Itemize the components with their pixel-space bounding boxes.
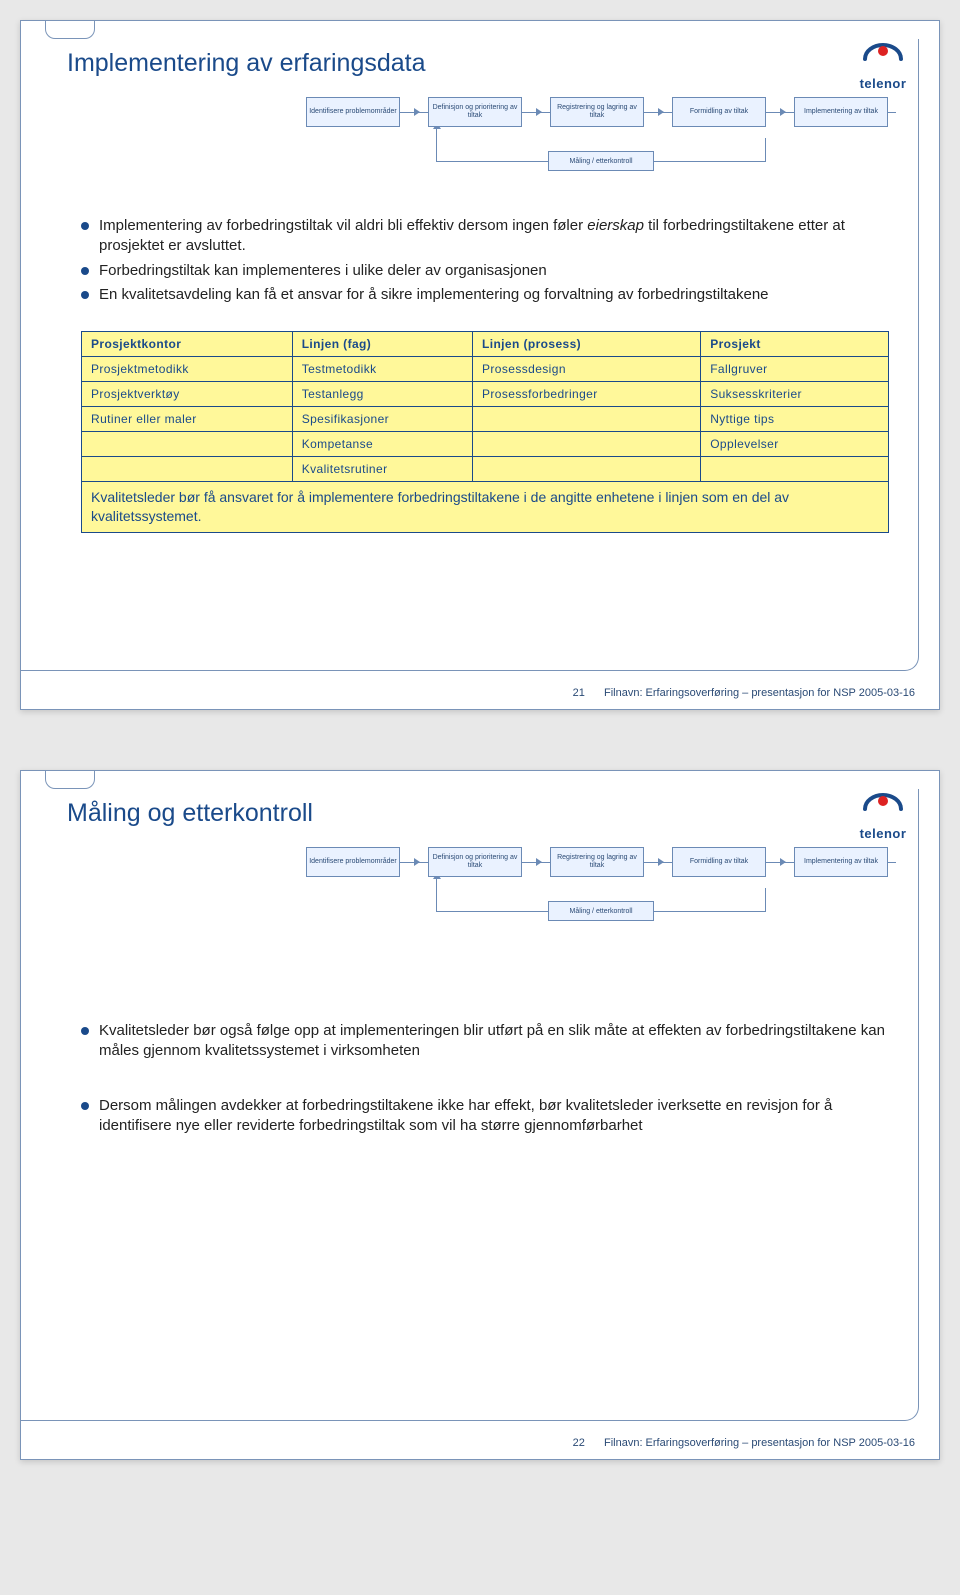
flow-step-2: Definisjon og prioritering av tiltak	[428, 847, 522, 877]
slide-22: Måling og etterkontroll telenor Identifi…	[20, 770, 940, 1460]
table-caption-row: Kvalitetsleder bør få ansvaret for å imp…	[82, 482, 889, 533]
bullet-item: Implementering av forbedringstiltak vil …	[81, 216, 889, 257]
table-cell	[82, 457, 293, 482]
table-cell: Testanlegg	[292, 382, 472, 407]
slide-title: Implementering av erfaringsdata	[67, 49, 426, 78]
table-cell: Suksesskriterier	[701, 382, 889, 407]
slide-footer: 22 Filnavn: Erfaringsoverføring – presen…	[21, 1437, 915, 1449]
table-cell: Spesifikasjoner	[292, 407, 472, 432]
table-cell: Fallgruver	[701, 357, 889, 382]
loop-left	[436, 127, 437, 161]
table-caption: Kvalitetsleder bør få ansvaret for å imp…	[82, 482, 889, 533]
bullet-item: Kvalitetsleder bør også følge opp at imp…	[81, 1021, 889, 1062]
table-cell: Prosessdesign	[472, 357, 700, 382]
footer-text: Filnavn: Erfaringsoverføring – presentas…	[604, 1437, 915, 1449]
table-row: Prosjektmetodikk Testmetodikk Prosessdes…	[82, 357, 889, 382]
slide-content: Kvalitetsleder bør også følge opp at imp…	[81, 1021, 889, 1140]
table-row: Kompetanse Opplevelser	[82, 432, 889, 457]
flow-step-3: Registrering og lagring av tiltak	[550, 97, 644, 127]
table-header: Linjen (fag)	[292, 332, 472, 357]
bullet-item: Forbedringstiltak kan implementeres i ul…	[81, 261, 889, 281]
slide-content: Implementering av forbedringstiltak vil …	[81, 216, 889, 533]
bullet-list: Implementering av forbedringstiltak vil …	[81, 216, 889, 305]
table-cell	[82, 432, 293, 457]
table-row: Kvalitetsrutiner	[82, 457, 889, 482]
loop-right	[765, 138, 766, 161]
bullet-item: En kvalitetsavdeling kan få et ansvar fo…	[81, 285, 889, 305]
flow-step-5: Implementering av tiltak	[794, 97, 888, 127]
table-cell: Prosjektverktøy	[82, 382, 293, 407]
corner-tab	[45, 21, 95, 39]
bullet-list: Kvalitetsleder bør også følge opp at imp…	[81, 1021, 889, 1062]
flow-step-1: Identifisere problemområder	[306, 97, 400, 127]
table-header-row: Prosjektkontor Linjen (fag) Linjen (pros…	[82, 332, 889, 357]
bullet-text: Implementering av forbedringstiltak vil …	[99, 217, 845, 254]
table-cell: Prosjektmetodikk	[82, 357, 293, 382]
flow-feedback-loop: Måling / etterkontroll	[436, 901, 766, 921]
loop-right	[765, 888, 766, 911]
table-cell	[472, 432, 700, 457]
logo-text: telenor	[859, 826, 907, 841]
table-cell: Kvalitetsrutiner	[292, 457, 472, 482]
logo-text: telenor	[859, 76, 907, 91]
telenor-logo: telenor	[859, 31, 907, 91]
process-flow-diagram: Identifisere problemområder Definisjon o…	[306, 847, 896, 937]
flow-step-3: Registrering og lagring av tiltak	[550, 847, 644, 877]
table-row: Rutiner eller maler Spesifikasjoner Nytt…	[82, 407, 889, 432]
flow-step-2: Definisjon og prioritering av tiltak	[428, 97, 522, 127]
flow-arrow	[414, 858, 420, 866]
slide-title: Måling og etterkontroll	[67, 799, 313, 828]
table-cell: Testmetodikk	[292, 357, 472, 382]
bullet-list: Dersom målingen avdekker at forbedringst…	[81, 1096, 889, 1137]
flow-arrow	[536, 108, 542, 116]
flow-arrow	[780, 108, 786, 116]
table-header: Prosjekt	[701, 332, 889, 357]
table-cell: Nyttige tips	[701, 407, 889, 432]
table-header: Prosjektkontor	[82, 332, 293, 357]
loop-left	[436, 877, 437, 911]
flow-step-5: Implementering av tiltak	[794, 847, 888, 877]
table-cell: Prosessforbedringer	[472, 382, 700, 407]
flow-arrow	[414, 108, 420, 116]
table-cell: Kompetanse	[292, 432, 472, 457]
telenor-logo-icon	[859, 31, 907, 71]
page-number: 22	[573, 1437, 585, 1449]
table-cell	[472, 407, 700, 432]
page-number: 21	[573, 687, 585, 699]
table-row: Prosjektverktøy Testanlegg Prosessforbed…	[82, 382, 889, 407]
improvement-table: Prosjektkontor Linjen (fag) Linjen (pros…	[81, 331, 889, 533]
flow-arrow	[658, 858, 664, 866]
flow-arrow	[536, 858, 542, 866]
table-header: Linjen (prosess)	[472, 332, 700, 357]
flow-feedback-box: Måling / etterkontroll	[548, 151, 654, 171]
slide-footer: 21 Filnavn: Erfaringsoverføring – presen…	[21, 687, 915, 699]
flow-arrow	[780, 858, 786, 866]
footer-text: Filnavn: Erfaringsoverføring – presentas…	[604, 687, 915, 699]
process-flow-diagram: Identifisere problemområder Definisjon o…	[306, 97, 896, 187]
corner-tab	[45, 771, 95, 789]
telenor-logo: telenor	[859, 781, 907, 841]
flow-step-1: Identifisere problemområder	[306, 847, 400, 877]
telenor-logo-icon	[859, 781, 907, 821]
table-cell	[701, 457, 889, 482]
table-cell: Opplevelser	[701, 432, 889, 457]
flow-feedback-box: Måling / etterkontroll	[548, 901, 654, 921]
slide-21: Implementering av erfaringsdata telenor …	[20, 20, 940, 710]
flow-feedback-loop: Måling / etterkontroll	[436, 151, 766, 171]
flow-step-4: Formidling av tiltak	[672, 847, 766, 877]
table-cell: Rutiner eller maler	[82, 407, 293, 432]
flow-step-4: Formidling av tiltak	[672, 97, 766, 127]
bullet-item: Dersom målingen avdekker at forbedringst…	[81, 1096, 889, 1137]
flow-arrow	[658, 108, 664, 116]
table-cell	[472, 457, 700, 482]
